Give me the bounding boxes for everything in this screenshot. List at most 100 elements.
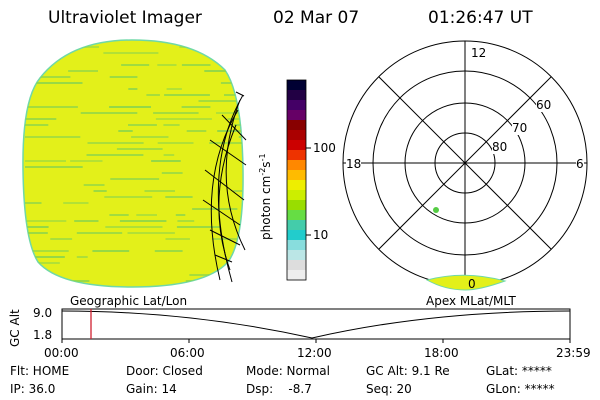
image-stripe [121,64,150,66]
colorbar-segment [287,240,306,251]
colorbar-segment [287,110,306,121]
colorbar-segment [287,210,306,221]
image-stripe [224,94,244,96]
image-stripe [50,238,73,240]
y-tick-top: 9.0 [33,306,53,320]
image-stripe [131,136,169,138]
image-stripe [25,250,69,252]
image-stripe [233,124,244,126]
image-stripe [164,94,210,96]
image-stripe [155,118,212,120]
earth-disk [22,39,244,288]
image-stripe [198,100,244,102]
image-stripe [161,172,183,174]
image-stripe [220,82,237,84]
x-tick-1: 06:00 [170,346,205,360]
image-stripe [76,232,123,234]
colorbar-segment [287,150,306,161]
colorbar-segment [287,180,306,191]
image-stripe [25,256,65,258]
colorbar-segment [287,160,306,171]
image-stripe [165,196,193,198]
x-tick-3: 18:00 [424,346,459,360]
image-stripe [217,130,244,132]
image-stripe [104,196,153,198]
image-stripe [74,220,99,222]
image-stripe [60,280,90,282]
image-stripe [146,94,160,96]
image-stripe [70,160,103,162]
image-stripe [209,142,244,144]
image-stripe [103,52,159,54]
instrument-title: Ultraviolet Imager [48,8,202,28]
image-stripe [189,274,227,276]
image-stripe [118,130,133,132]
image-stripe [109,214,129,216]
geographic-label: Geographic Lat/Lon [70,294,188,308]
time-label: 01:26:47 UT [428,8,533,28]
polar-diagonal-2 [378,76,552,250]
image-stripe [25,232,48,234]
mlt-label-0: 0 [468,277,476,291]
image-stripe [68,70,98,72]
image-stripe [177,220,195,222]
status-mode: Mode: Normal [246,364,330,378]
status-gc-alt: GC Alt: 9.1 Re [366,364,450,378]
image-stripe [83,184,105,186]
image-stripe [157,64,177,66]
image-stripe [157,142,194,144]
geo-grid-lines [202,91,247,283]
colorbar-segment [287,120,306,131]
colorbar-segment [287,250,306,261]
status-glon: GLon: ***** [486,382,555,396]
image-stripe [25,160,66,162]
image-stripe [165,238,190,240]
image-stripe [128,88,138,90]
colorbar-segment [287,200,306,211]
status-glat: GLat: ***** [486,364,552,378]
mlt-label-6: 6 [576,157,584,171]
image-stripe [25,220,67,222]
image-stripe [128,124,157,126]
image-stripe [25,106,78,108]
mlt-label-12: 12 [470,46,488,60]
status-ip: IP: 36.0 [10,382,56,396]
colorbar-segment [287,100,306,111]
altitude-curve [61,310,571,339]
colorbar-segment [287,220,306,231]
auroral-emission [425,274,507,291]
image-stripe [109,106,151,108]
image-stripe [116,148,163,150]
image-stripe [109,76,138,78]
image-stripe [87,142,144,144]
colorbar-segment [287,130,306,141]
image-stripe [25,226,49,228]
image-stripe [25,202,42,204]
colorbar-segment [287,170,306,181]
image-stripe [110,178,160,180]
colorbar-segment [287,230,306,241]
colorbar-segment [287,270,306,281]
lat-label-80: 80 [492,140,508,154]
mlt-label-18: 18 [346,157,362,171]
image-stripe [176,226,221,228]
status-dsp: Dsp: -8.7 [246,382,312,396]
image-stripe [86,154,144,156]
image-stripe [25,136,81,138]
image-stripe [127,232,175,234]
y-tick-bottom: 1.8 [33,328,53,342]
image-stripe [80,112,138,114]
colorbar-tick-100: 100 [313,141,336,155]
image-stripe [238,136,244,138]
emission-dot [433,207,439,213]
x-tick-4: 23:59 [556,346,591,360]
colorbar-segment [287,80,306,91]
image-stripe [154,250,183,252]
apex-label: Apex MLat/MLT [426,294,516,308]
status-flt: Flt: HOME [10,364,70,378]
colorbar-segment [287,260,306,271]
